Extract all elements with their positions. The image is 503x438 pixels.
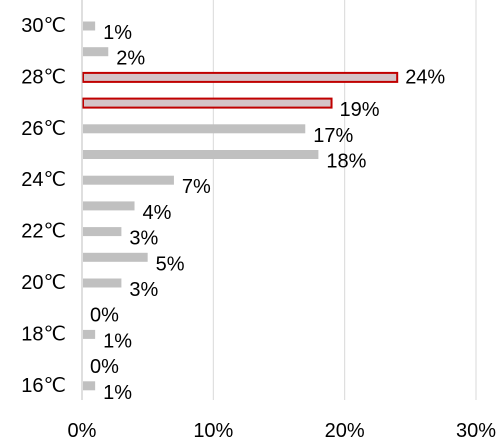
data-label: 4% (143, 202, 172, 224)
y-tick-label: 26℃ (21, 118, 66, 140)
y-tick-label: 24℃ (21, 169, 66, 191)
bar (83, 150, 319, 159)
bar (83, 381, 96, 391)
bar (83, 175, 174, 185)
data-label: 7% (182, 176, 211, 198)
bar (83, 47, 109, 57)
data-label: 2% (116, 48, 145, 70)
data-label: 3% (129, 228, 158, 250)
data-label: 1% (103, 382, 132, 404)
labels: 0% 10% 20% 30% 1% 30℃ 2% 24% 28℃ 19% 17% 26℃ 18% 7% 24… (21, 15, 496, 438)
data-label: 24% (405, 66, 445, 88)
bar (83, 278, 122, 288)
x-tick-label: 20% (325, 420, 365, 438)
x-tick-label: 0% (68, 420, 97, 438)
data-label: 18% (326, 151, 366, 173)
data-label: 5% (156, 253, 185, 275)
x-tick-label: 10% (193, 420, 233, 438)
data-label: 1% (103, 330, 132, 352)
y-tick-label: 28℃ (21, 66, 66, 88)
x-tick-label: 30% (456, 420, 496, 438)
y-tick-label: 22℃ (21, 221, 66, 243)
y-tick-label: 16℃ (21, 375, 66, 397)
bar (83, 227, 122, 237)
grid-lines (212, 0, 477, 400)
data-label: 1% (103, 22, 132, 44)
y-tick-label: 30℃ (21, 15, 66, 37)
bar (83, 201, 135, 211)
bar (83, 124, 306, 134)
data-label: 0% (90, 305, 119, 327)
data-label: 0% (90, 356, 119, 378)
y-tick-label: 20℃ (21, 272, 66, 294)
data-label: 17% (313, 125, 353, 147)
data-label: 3% (129, 279, 158, 301)
data-label: 19% (340, 99, 380, 121)
y-tick-label: 18℃ (21, 323, 66, 345)
bars (82, 21, 399, 391)
bar-highlighted (82, 97, 333, 109)
bar (83, 252, 148, 262)
bar-highlighted (82, 71, 399, 83)
bar (83, 329, 96, 339)
bar (83, 21, 96, 31)
